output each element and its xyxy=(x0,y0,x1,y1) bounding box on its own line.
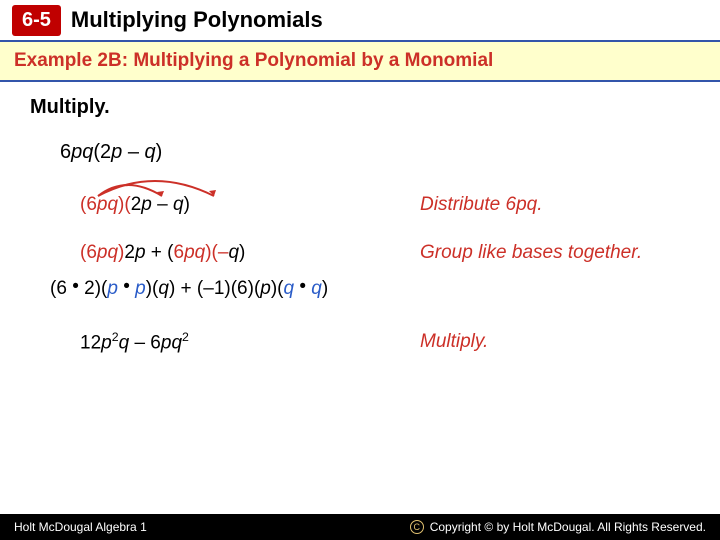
copyright-icon: C xyxy=(410,520,424,534)
step-1-row: (6pq)(2p – q) Distribute 6pq. xyxy=(30,194,690,216)
step-2-expression: (6pq)2p + (6pq)(–q) xyxy=(80,242,420,264)
step-3-row: (6 • 2)(p • p)(q) + (–1)(6)(p)(q • q) xyxy=(30,278,690,300)
instruction: Multiply. xyxy=(30,96,690,119)
lesson-title: Multiplying Polynomials xyxy=(71,7,323,33)
step-1-desc: Distribute 6pq. xyxy=(420,194,690,216)
step-2-row: (6pq)2p + (6pq)(–q) Group like bases tog… xyxy=(30,242,690,264)
footer-copyright: C Copyright © by Holt McDougal. All Righ… xyxy=(410,520,706,534)
step-4-expression: 12p2q – 6pq2 xyxy=(80,330,420,354)
example-band: Example 2B: Multiplying a Polynomial by … xyxy=(0,40,720,82)
footer-bar: Holt McDougal Algebra 1 C Copyright © by… xyxy=(0,514,720,540)
content-area: Multiply. 6pq(2p – q) (6pq)(2p – q) Dist… xyxy=(0,82,720,354)
problem-expression: 6pq(2p – q) xyxy=(60,141,690,164)
example-label: Example 2B: Multiplying a Polynomial by … xyxy=(14,50,493,72)
lesson-badge: 6-5 xyxy=(12,5,61,36)
step-3-expression: (6 • 2)(p • p)(q) + (–1)(6)(p)(q • q) xyxy=(50,278,440,300)
step-4-row: 12p2q – 6pq2 Multiply. xyxy=(30,330,690,354)
step-4-desc: Multiply. xyxy=(420,331,690,353)
footer-book-title: Holt McDougal Algebra 1 xyxy=(14,520,147,534)
header-bar: 6-5 Multiplying Polynomials xyxy=(0,0,720,40)
step-1-expression: (6pq)(2p – q) xyxy=(80,194,420,216)
step-2-desc: Group like bases together. xyxy=(420,242,690,264)
